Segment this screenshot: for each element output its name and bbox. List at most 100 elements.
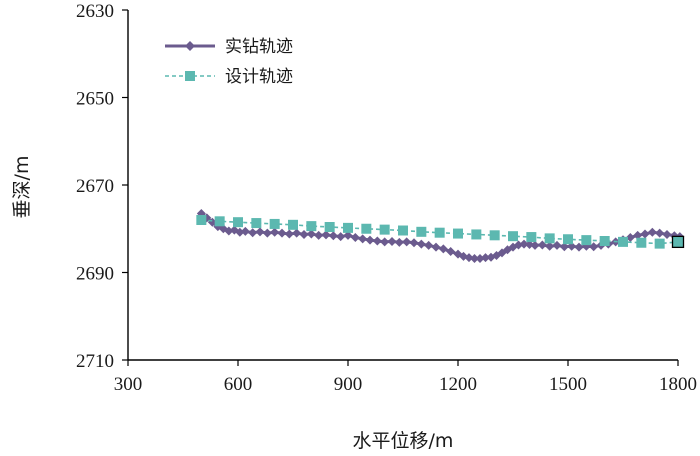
data-point-design xyxy=(269,218,280,229)
legend-label: 实钻轨迹 xyxy=(225,37,293,57)
y-tick-label: 2690 xyxy=(76,264,114,285)
x-tick-label: 600 xyxy=(224,374,253,395)
y-tick-label: 2670 xyxy=(76,176,114,197)
x-tick-label: 1800 xyxy=(659,374,697,395)
data-point-actual xyxy=(625,233,635,242)
data-point-actual xyxy=(446,247,456,256)
data-point-design xyxy=(508,231,518,242)
data-point-design xyxy=(214,216,225,227)
data-point-actual xyxy=(284,229,294,239)
series-design-trajectory xyxy=(196,215,685,249)
legend-marker xyxy=(185,71,195,81)
x-tick-label: 1200 xyxy=(439,374,477,395)
data-point-actual xyxy=(416,239,426,249)
y-axis-title: 垂深/m xyxy=(11,156,33,219)
data-point-design xyxy=(324,222,335,232)
legend-item-design: 设计轨迹 xyxy=(165,67,293,87)
data-point-actual xyxy=(277,228,287,238)
data-point-actual xyxy=(394,237,404,247)
data-point-design xyxy=(654,238,665,249)
data-point-design xyxy=(196,215,207,225)
data-point-design xyxy=(288,219,298,230)
data-point-actual xyxy=(559,242,569,252)
data-point-actual xyxy=(470,254,479,263)
data-point-design xyxy=(618,236,628,247)
data-point-actual xyxy=(545,241,555,251)
data-point-actual xyxy=(314,230,324,240)
data-point-actual xyxy=(240,226,250,236)
data-point-actual xyxy=(343,230,353,240)
data-point-design xyxy=(306,221,317,232)
y-tick-label: 2650 xyxy=(76,89,114,110)
data-point-design xyxy=(251,218,262,229)
x-axis-title: 水平位移/m xyxy=(353,430,454,452)
data-point-actual xyxy=(633,230,643,240)
data-point-actual xyxy=(409,238,419,248)
data-point-design xyxy=(563,234,573,245)
x-tick-label: 900 xyxy=(334,374,363,395)
data-point-actual xyxy=(235,227,245,237)
data-point-actual xyxy=(481,253,490,263)
data-point-actual xyxy=(328,231,338,241)
data-point-actual xyxy=(255,227,265,237)
data-point-design xyxy=(398,225,408,236)
data-point-design xyxy=(526,232,537,243)
data-point-actual xyxy=(475,254,485,263)
data-point-design xyxy=(434,227,445,238)
data-point-design xyxy=(361,223,372,234)
data-point-design xyxy=(636,237,647,248)
data-point-actual xyxy=(662,229,672,239)
data-point-actual xyxy=(537,240,547,250)
data-point-actual xyxy=(262,228,272,238)
x-tick-label: 300 xyxy=(114,374,143,395)
data-point-actual xyxy=(464,253,474,263)
data-point-actual xyxy=(306,229,316,239)
data-point-actual xyxy=(574,242,584,252)
plot-area xyxy=(196,208,685,263)
legend-marker xyxy=(185,41,195,51)
axes: 300 600 900 1200 1500 1800 2630 2650 2670 2690 271… xyxy=(76,1,697,395)
data-point-actual xyxy=(321,230,331,240)
data-point-actual xyxy=(336,232,346,242)
data-point-actual xyxy=(647,227,657,237)
data-point-actual xyxy=(655,228,665,238)
data-point-design xyxy=(453,228,463,239)
data-point-actual xyxy=(640,229,650,239)
data-point-actual xyxy=(292,228,302,238)
data-point-design xyxy=(379,224,390,235)
data-point-actual xyxy=(552,240,562,250)
data-point-design xyxy=(671,235,685,249)
legend-label: 设计轨迹 xyxy=(225,67,293,87)
data-point-design xyxy=(416,226,427,237)
data-point-actual xyxy=(372,236,382,246)
y-tick-label: 2710 xyxy=(76,351,114,372)
data-point-actual xyxy=(380,237,390,247)
data-point-design xyxy=(599,236,610,246)
data-point-actual xyxy=(358,234,368,244)
data-point-actual xyxy=(514,240,523,250)
data-point-design xyxy=(581,235,592,246)
data-point-actual xyxy=(299,229,309,239)
data-point-actual xyxy=(224,226,234,236)
data-point-design xyxy=(471,229,482,240)
data-point-actual xyxy=(248,228,258,238)
legend-item-actual: 实钻轨迹 xyxy=(165,37,293,57)
data-point-actual xyxy=(270,227,280,237)
data-point-actual xyxy=(350,233,360,242)
data-point-actual xyxy=(438,244,448,254)
data-point-actual xyxy=(530,240,540,250)
data-point-actual xyxy=(365,235,375,245)
data-point-design xyxy=(489,230,500,241)
data-point-actual xyxy=(387,236,397,246)
data-point-design xyxy=(544,233,555,244)
x-tick-label: 1500 xyxy=(549,374,587,395)
data-point-actual xyxy=(519,239,529,249)
data-point-design xyxy=(343,222,353,233)
y-tick-label: 2630 xyxy=(76,1,114,22)
data-point-design xyxy=(233,217,243,228)
data-point-actual xyxy=(431,242,441,252)
data-point-actual xyxy=(424,240,434,250)
data-point-actual xyxy=(525,240,534,249)
